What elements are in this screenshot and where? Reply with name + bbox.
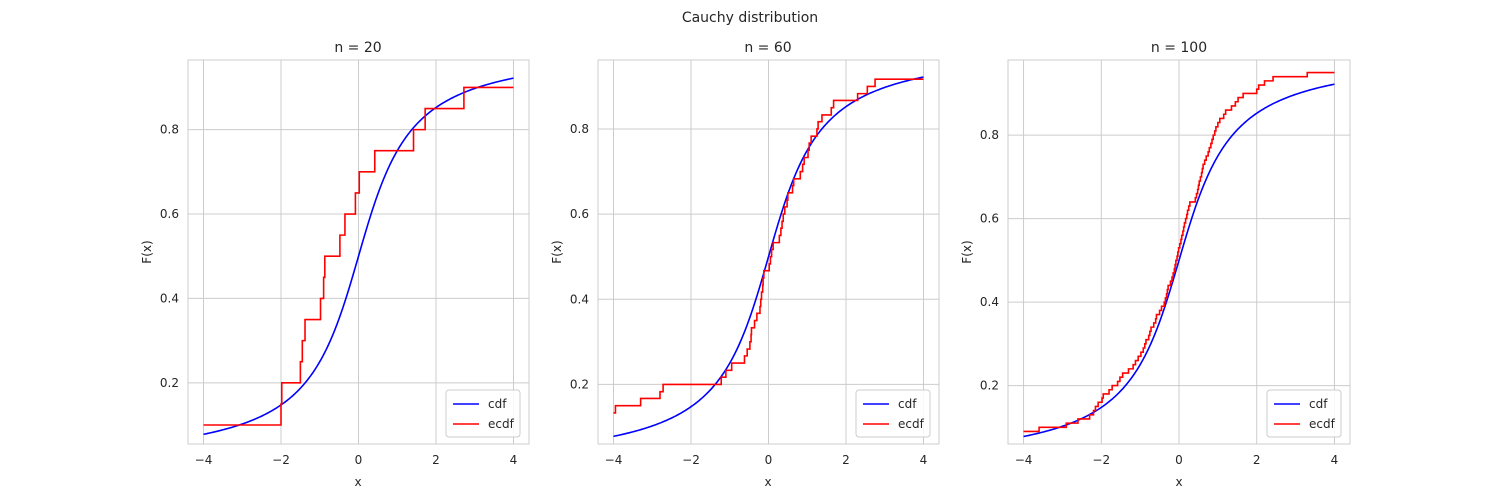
legend: cdf ecdf (855, 389, 931, 438)
plot-area: −4 −2 0 2 4 0.2 0.4 0.6 0.8 cdf ecdf (570, 59, 940, 467)
chart-panel-3: n = 100 x F(x) (960, 40, 1207, 489)
x-tick-label: −4 (605, 453, 623, 467)
ecdf-line (613, 78, 924, 414)
y-tick-label: 0.2 (160, 376, 179, 390)
y-axis-label: F(x) (140, 240, 154, 263)
x-tick-label: 4 (920, 453, 928, 467)
plot-area: −4 −2 0 2 4 0.2 0.4 0.6 0.8 cdf ecdf (160, 59, 530, 467)
x-tick-label: −2 (682, 453, 700, 467)
cdf-line (1023, 83, 1335, 438)
legend-box (855, 389, 931, 438)
x-tick-label: 2 (1253, 453, 1261, 467)
y-tick-label: 0.4 (160, 291, 179, 305)
x-tick-label: 0 (1175, 453, 1183, 467)
x-tick-label: 4 (510, 453, 518, 467)
ecdf-line (1023, 71, 1335, 433)
plot-area: −4 −2 0 2 4 0.2 0.4 0.6 0.8 cdf ecdf (980, 59, 1351, 467)
plot-frame (187, 59, 530, 445)
x-tick-label: 0 (765, 453, 773, 467)
x-tick-label: −4 (1015, 453, 1033, 467)
legend-entry: ecdf (1309, 417, 1336, 431)
legend-entry: cdf (488, 397, 507, 411)
y-tick-label: 0.6 (570, 207, 589, 221)
legend-entry: cdf (1309, 397, 1328, 411)
panel-title: n = 20 (334, 40, 381, 56)
y-tick-label: 0.8 (160, 123, 179, 137)
y-tick-label: 0.6 (160, 207, 179, 221)
x-tick-label: 2 (432, 453, 440, 467)
chart-panel-1: n = 20 x F(x) (140, 40, 382, 489)
x-axis-label: x (1175, 475, 1182, 489)
y-tick-label: 0.4 (980, 295, 999, 309)
legend-box (445, 389, 521, 438)
y-axis-label: F(x) (550, 240, 564, 263)
legend-entry: cdf (898, 397, 917, 411)
x-tick-label: −2 (272, 453, 290, 467)
x-tick-label: −2 (1092, 453, 1110, 467)
cdf-line (203, 77, 514, 436)
plot-frame (1007, 59, 1351, 445)
y-tick-label: 0.2 (570, 377, 589, 391)
x-tick-label: 4 (1331, 453, 1339, 467)
plot-frame (597, 59, 940, 445)
legend-box (1266, 389, 1342, 438)
x-axis-label: x (354, 475, 361, 489)
figure-suptitle: Cauchy distribution (682, 10, 818, 26)
panel-title: n = 60 (744, 40, 791, 56)
y-axis-label: F(x) (960, 240, 974, 263)
legend: cdf ecdf (1266, 389, 1342, 438)
y-tick-label: 0.4 (570, 292, 589, 306)
ecdf-line (203, 86, 514, 426)
x-tick-label: 0 (355, 453, 363, 467)
panel-title: n = 100 (1151, 40, 1207, 56)
x-axis-label: x (764, 475, 771, 489)
y-tick-label: 0.6 (980, 212, 999, 226)
cdf-line (613, 76, 924, 438)
legend: cdf ecdf (445, 389, 521, 438)
chart-panel-2: n = 60 x F(x) (550, 40, 792, 489)
y-tick-label: 0.8 (980, 128, 999, 142)
y-tick-label: 0.8 (570, 122, 589, 136)
y-tick-label: 0.2 (980, 379, 999, 393)
x-tick-label: 2 (842, 453, 850, 467)
legend-entry: ecdf (488, 417, 515, 431)
legend-entry: ecdf (898, 417, 925, 431)
x-tick-label: −4 (195, 453, 213, 467)
